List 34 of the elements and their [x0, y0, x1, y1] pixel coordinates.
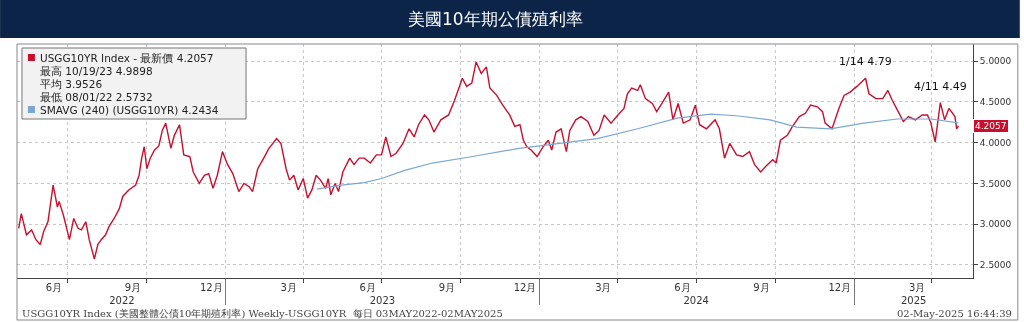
legend-label: USGG10YR Index - 最新價 4.2057 [40, 52, 214, 64]
annotation: 1/14 4.79 [839, 55, 892, 68]
x-tick-label: 6月 [359, 282, 376, 293]
legend-label: SMAVG (240) (USGG10YR) 4.2434 [40, 104, 219, 116]
x2-tick-label: 2025 [900, 295, 927, 306]
y-tick-label: 4.0000 [979, 137, 1012, 148]
text: 02-May-2025 16:44:39 [897, 308, 1012, 319]
x-tick-label: 9月 [124, 282, 142, 293]
annotation: 平均 3.9526 [40, 78, 103, 90]
x2-tick-label: 2023 [369, 295, 396, 306]
x-tick-label: 3月 [908, 282, 926, 293]
annotation: 4.2057 [975, 121, 1007, 131]
x-tick-label: 12月 [828, 282, 852, 293]
x-tick-label: 12月 [199, 282, 223, 293]
x-tick-label: 9月 [438, 282, 456, 293]
y-tick-label: 2.5000 [979, 260, 1012, 271]
x-tick-label: 3月 [595, 282, 612, 293]
x-tick-label: 6月 [674, 282, 691, 293]
annotation: 最高 10/19/23 4.9898 [40, 65, 153, 77]
x2-tick-label: 2022 [109, 295, 135, 306]
x-tick-label: 12月 [513, 282, 537, 293]
text: USGG10YR Index (美國整體公債10年期殖利率) Weekly-USGG10YR 每日 03MAY2022-02MAY2025 [22, 308, 503, 319]
y-tick-label: 5.0000 [979, 56, 1012, 67]
x-tick-label: 6月 [45, 282, 63, 293]
chart-title: 美國10年期公債殖利率 [408, 9, 583, 29]
x-tick-label: 9月 [753, 282, 770, 293]
annotation: 最低 08/01/22 2.5732 [40, 91, 153, 103]
y-tick-label: 3.5000 [979, 178, 1012, 189]
line-series [316, 113, 959, 190]
y-tick-label: 4.5000 [979, 97, 1012, 108]
annotation: 4/11 4.49 [914, 80, 967, 93]
x-tick-label: 3月 [280, 282, 297, 293]
y-tick-label: 3.0000 [979, 219, 1012, 230]
x2-tick-label: 2024 [683, 295, 709, 306]
